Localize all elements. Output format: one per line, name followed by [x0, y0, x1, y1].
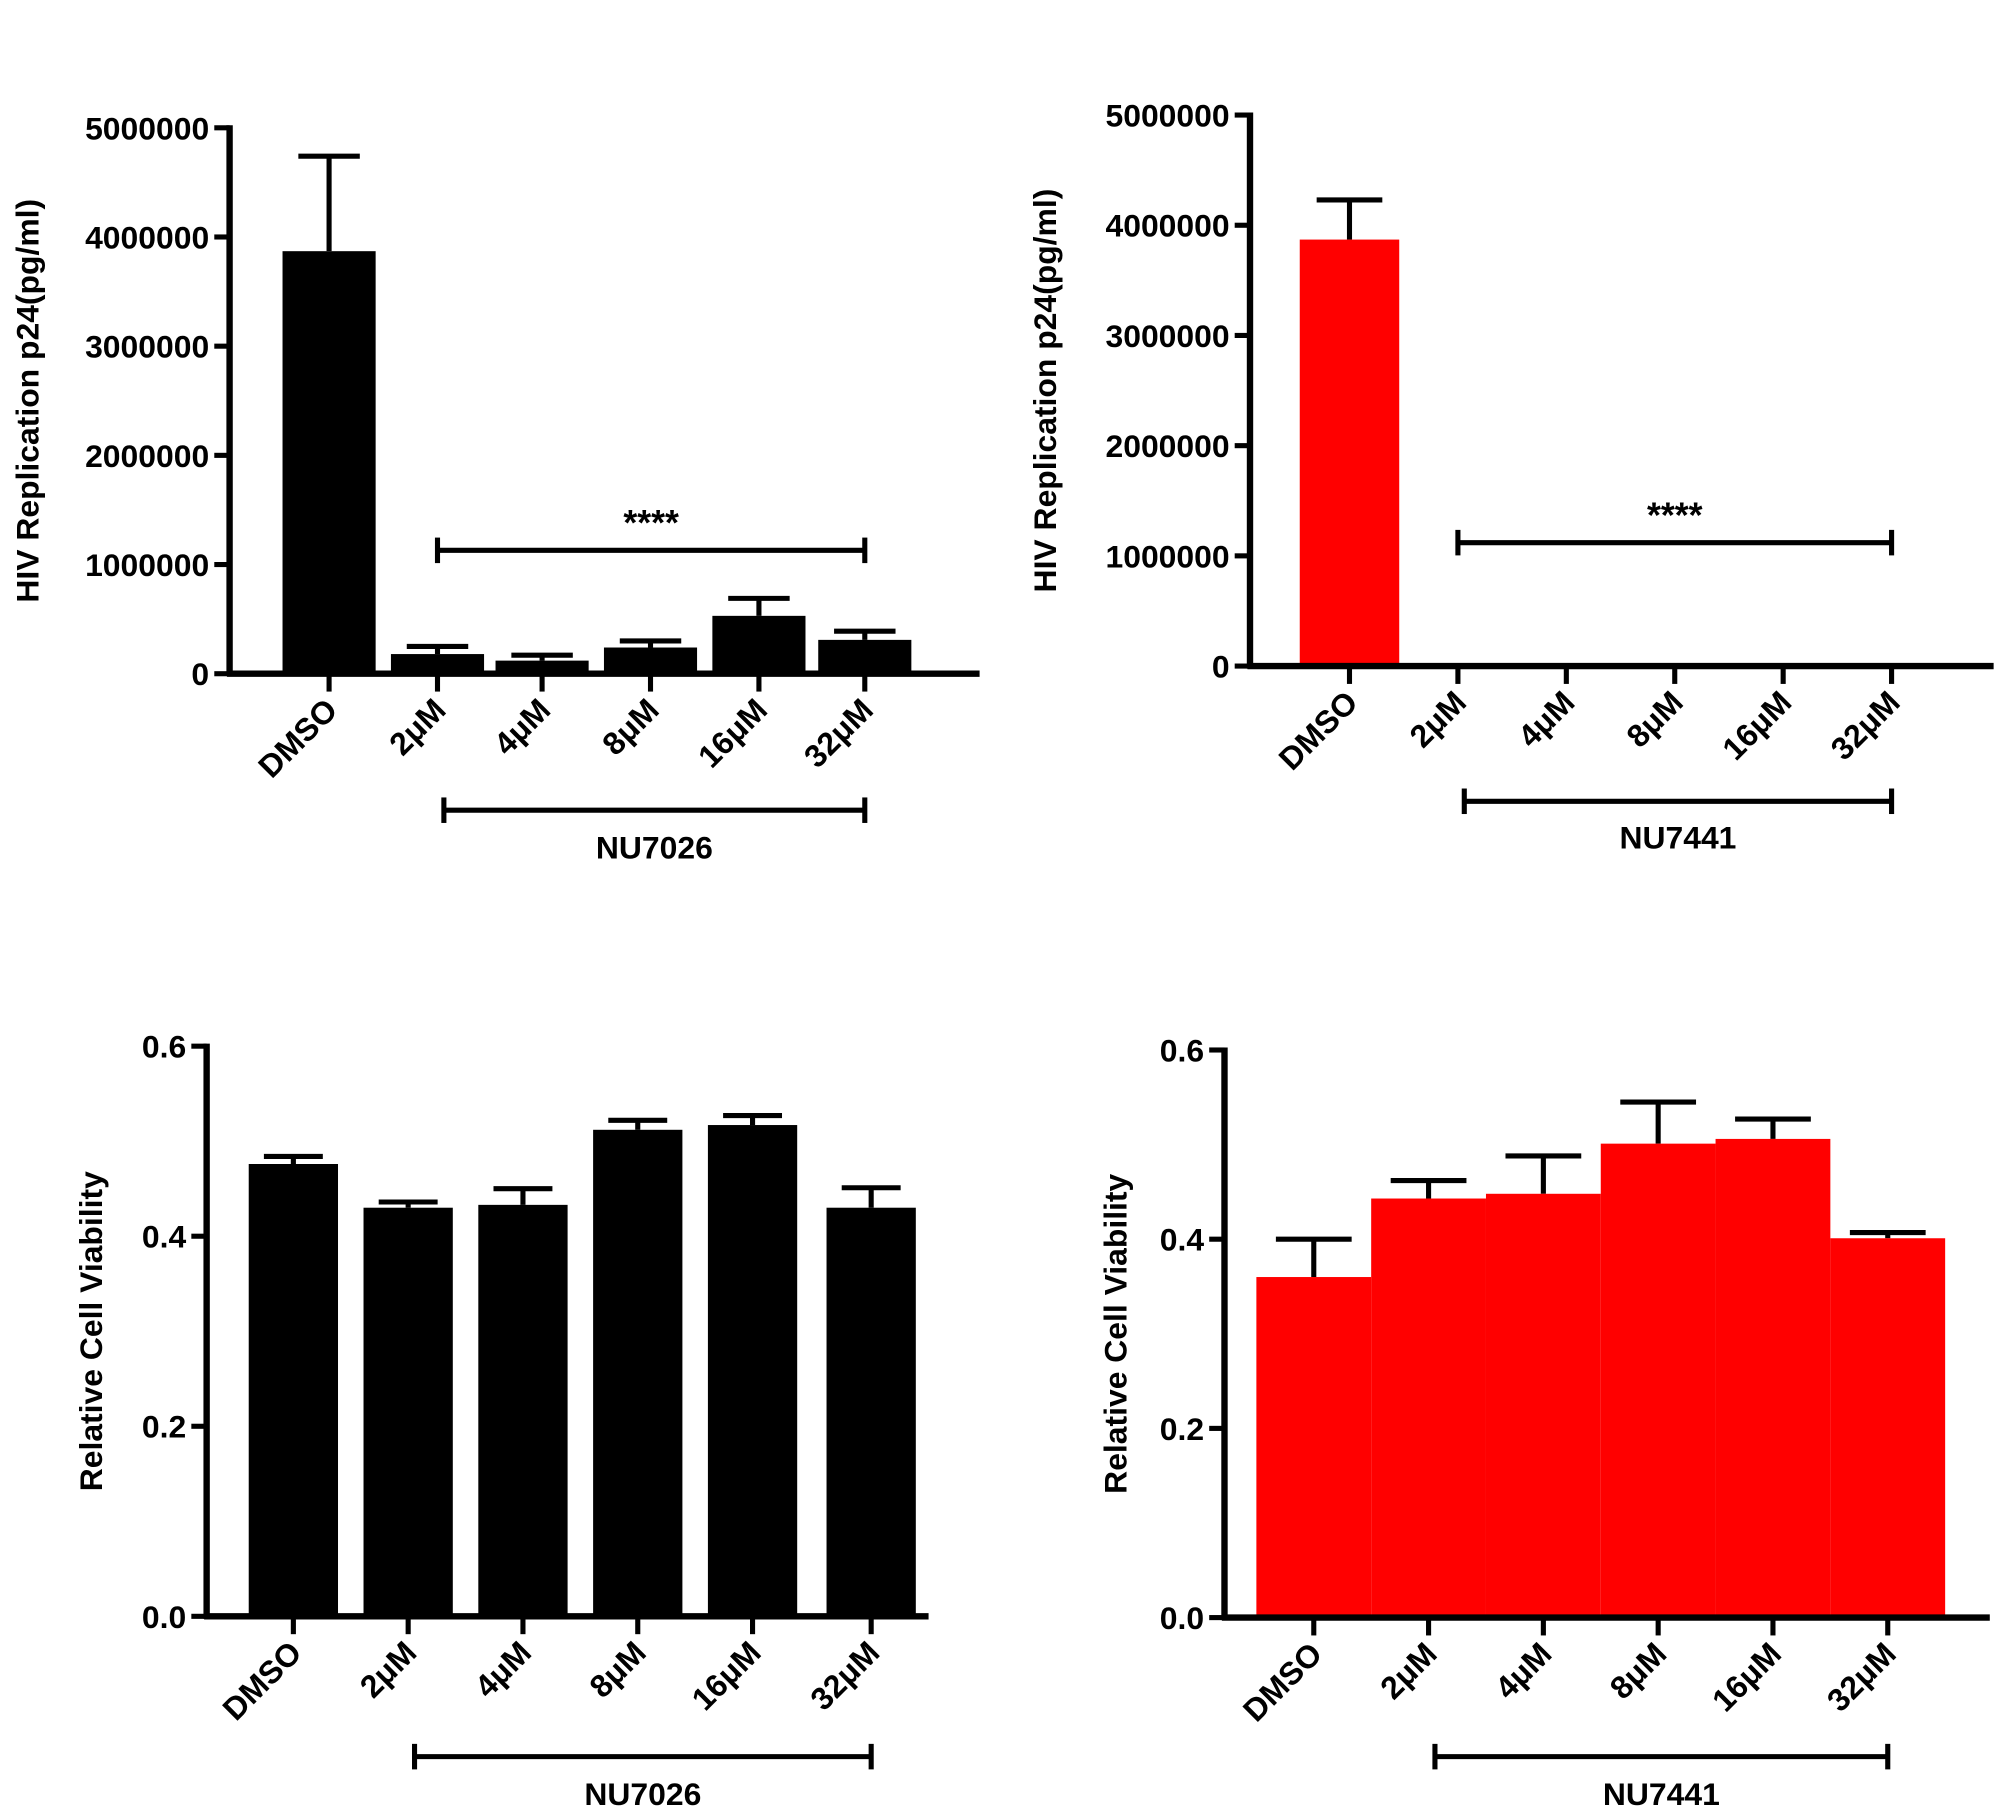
x-tick-label: DMSO	[215, 1634, 308, 1727]
x-tick-label: 8μM	[1619, 684, 1690, 755]
x-tick-label: DMSO	[1236, 1635, 1329, 1728]
x-tick-label: 16μM	[1705, 1635, 1788, 1718]
y-tick-label: 0.0	[1160, 1600, 1204, 1636]
group-label: NU7026	[584, 1776, 701, 1812]
group-label: NU7441	[1619, 819, 1736, 855]
x-tick-label: 2μM	[353, 1634, 424, 1705]
bar-4	[707, 1125, 798, 1617]
group-label: NU7026	[596, 830, 713, 866]
y-tick-label: 0.2	[142, 1409, 186, 1445]
x-tick-label: 2μM	[382, 691, 453, 762]
y-tick-label: 5000000	[85, 110, 209, 146]
x-tick-label: 32μM	[797, 691, 880, 774]
x-tick-label: 32μM	[803, 1634, 886, 1717]
x-tick-label: 16μM	[691, 691, 774, 774]
y-tick-label: 0.4	[142, 1219, 187, 1255]
y-tick-label: 0.6	[142, 1029, 186, 1065]
group-label: NU7441	[1603, 1776, 1720, 1812]
y-tick-label: 0.0	[142, 1599, 186, 1635]
y-axis-label: HIV Replication p24(pg/ml)	[1027, 189, 1063, 593]
significance-label: ****	[623, 503, 679, 543]
x-tick-label: 4μM	[1488, 1635, 1559, 1706]
bar-0	[282, 251, 376, 674]
x-tick-label: DMSO	[1272, 684, 1365, 777]
bar-5	[1830, 1238, 1946, 1618]
y-tick-label: 0	[191, 656, 209, 692]
x-tick-label: 8μM	[1603, 1635, 1674, 1706]
bar-0	[1256, 1277, 1372, 1618]
y-tick-label: 0	[1212, 649, 1230, 685]
x-tick-label: DMSO	[251, 691, 344, 784]
bar-1	[363, 1207, 453, 1617]
bar-5	[826, 1207, 916, 1617]
y-tick-label: 0.4	[1160, 1222, 1205, 1258]
y-tick-label: 1000000	[85, 547, 209, 583]
significance-label: ****	[1647, 495, 1703, 535]
bar-2	[478, 1204, 568, 1617]
bar-3	[593, 1129, 683, 1617]
bar-1	[1371, 1198, 1486, 1618]
y-tick-label: 0.6	[1160, 1032, 1204, 1068]
bar-4	[712, 615, 806, 674]
y-tick-label: 4000000	[85, 219, 209, 255]
x-tick-label: 2μM	[1403, 684, 1474, 755]
y-axis-label: Relative Cell Viability	[73, 1171, 109, 1491]
y-tick-label: 0.2	[1160, 1411, 1204, 1447]
x-tick-label: 32μM	[1820, 1635, 1903, 1718]
bar-2	[495, 660, 589, 674]
y-tick-label: 5000000	[1105, 98, 1229, 134]
x-tick-label: 16μM	[1715, 684, 1798, 767]
y-tick-label: 2000000	[85, 438, 209, 474]
y-tick-label: 1000000	[1105, 538, 1229, 574]
x-tick-label: 8μM	[595, 691, 666, 762]
bar-0	[1299, 239, 1400, 667]
y-tick-label: 3000000	[85, 329, 209, 365]
y-tick-label: 2000000	[1105, 428, 1229, 464]
x-tick-label: 32μM	[1824, 684, 1907, 767]
bar-4	[1715, 1138, 1831, 1618]
bar-1	[390, 654, 485, 674]
bar-0	[248, 1164, 339, 1617]
x-tick-label: 4μM	[468, 1634, 539, 1705]
x-tick-label: 16μM	[685, 1634, 768, 1717]
x-tick-label: 4μM	[487, 691, 558, 762]
bar-3	[1600, 1143, 1716, 1618]
y-axis-label: Relative Cell Viability	[1097, 1173, 1133, 1493]
bar-5	[818, 639, 912, 674]
x-tick-label: 4μM	[1511, 684, 1582, 755]
bar-2	[1485, 1193, 1601, 1618]
x-tick-label: 2μM	[1373, 1635, 1444, 1706]
y-axis-label: HIV Replication p24(pg/ml)	[9, 199, 45, 603]
y-tick-label: 3000000	[1105, 318, 1229, 354]
y-tick-label: 4000000	[1105, 208, 1229, 244]
bar-3	[603, 647, 698, 674]
x-tick-label: 8μM	[582, 1634, 653, 1705]
